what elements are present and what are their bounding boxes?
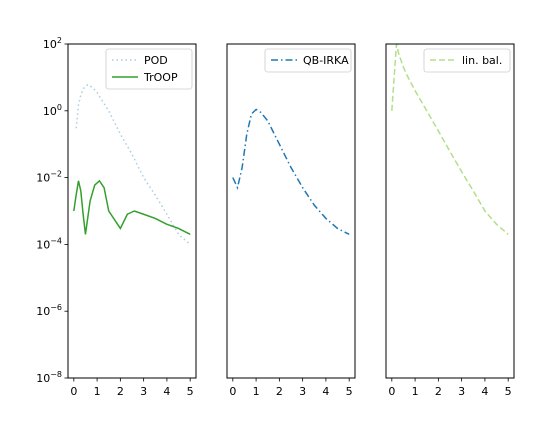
subplot-qb-irka: 0 1 2 3 4 5 QB-IRKA [226,43,356,398]
x-axis: 0 1 2 3 4 5 [70,378,194,398]
x-axis: 0 1 2 3 4 5 [388,378,512,398]
x-tick-label: 0 [388,385,395,398]
axes-frame [385,43,515,379]
series-line-qb-irka [232,108,350,236]
legend: QB-IRKA [264,48,352,73]
y-tick-label: 10−2 [36,170,62,185]
y-tick-label: 10−8 [36,370,62,385]
x-tick-label: 3 [458,385,465,398]
plot-area [73,83,191,245]
legend: lin. bal. [423,48,511,73]
x-tick-label: 4 [322,385,329,398]
series-line-lin-bal- [391,44,509,235]
legend-box [105,48,193,90]
y-tick-label: 102 [43,36,62,51]
x-tick-label: 5 [346,385,353,398]
plot-area [391,44,509,235]
x-tick-label: 4 [481,385,488,398]
x-tick-label: 1 [412,385,419,398]
x-tick-label: 4 [163,385,170,398]
x-tick-label: 5 [505,385,512,398]
plot-area [232,108,350,236]
legend-box [423,48,511,73]
legend: POD TrOOP [105,48,193,90]
x-tick-label: 5 [187,385,194,398]
axes-frame [226,43,356,379]
x-tick-label: 3 [299,385,306,398]
axes-frame [67,43,197,379]
legend-label: lin. bal. [462,54,502,67]
subplot-pod-troop: 0 1 2 3 4 5 102 100 10−2 10−4 10−6 10−8 POD TrOOP [36,36,197,398]
y-axis: 102 100 10−2 10−4 10−6 10−8 [36,36,68,385]
legend-label: TrOOP [143,71,178,84]
series-line-pod [75,83,191,245]
x-tick-label: 1 [94,385,101,398]
x-tick-label: 3 [140,385,147,398]
x-tick-label: 0 [229,385,236,398]
y-tick-label: 10−4 [36,236,62,251]
x-tick-label: 1 [253,385,260,398]
legend-label: POD [144,54,168,67]
legend-box [264,48,352,73]
x-tick-label: 2 [117,385,124,398]
legend-label: QB-IRKA [303,54,349,67]
x-tick-label: 2 [435,385,442,398]
x-tick-label: 0 [70,385,77,398]
x-axis: 0 1 2 3 4 5 [229,378,353,398]
series-line-troop [73,179,191,236]
subplot-lin-bal: 0 1 2 3 4 5 lin. bal. [385,43,515,398]
y-tick-label: 10−6 [36,303,62,318]
y-tick-label: 100 [43,103,62,118]
x-tick-label: 2 [276,385,283,398]
